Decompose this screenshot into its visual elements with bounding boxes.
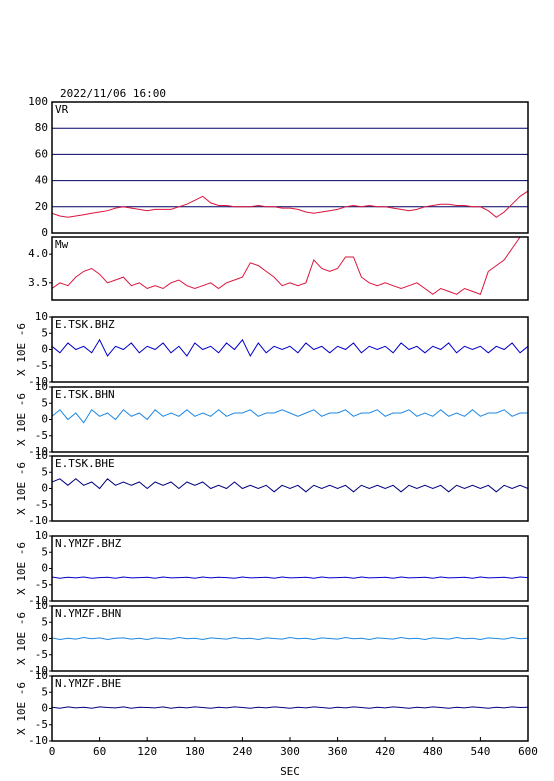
- data-line: [52, 576, 528, 579]
- y-tick-label: 3.5: [28, 276, 48, 289]
- x-tick-label: 0: [49, 745, 56, 758]
- y-tick-label: 0: [41, 343, 48, 356]
- y-tick-label: 0: [41, 413, 48, 426]
- y-tick-label: 80: [35, 121, 48, 134]
- x-axis-label: SEC: [280, 765, 300, 778]
- y-tick-label: -5: [35, 578, 48, 591]
- y-tick-label: 5: [41, 545, 48, 558]
- y-axis-label: X 10E -6: [15, 462, 28, 515]
- y-tick-label: 0: [41, 632, 48, 645]
- y-tick-label: 0: [41, 226, 48, 239]
- y-tick-label: -10: [28, 445, 48, 458]
- y-tick-label: 5: [41, 326, 48, 339]
- y-axis-label: X 10E -6: [15, 682, 28, 735]
- data-line: [52, 237, 528, 295]
- data-line: [52, 706, 528, 709]
- panel-label: N.YMZF.BHE: [55, 677, 121, 690]
- y-tick-label: -5: [35, 429, 48, 442]
- x-tick-label: 60: [93, 745, 106, 758]
- y-tick-label: 5: [41, 615, 48, 628]
- panel-frame: [51, 316, 529, 383]
- panel-frame: [51, 386, 529, 453]
- x-tick-label: 480: [423, 745, 443, 758]
- y-tick-label: 10: [35, 380, 48, 393]
- panel-label: VR: [55, 103, 69, 116]
- y-tick-label: 5: [41, 465, 48, 478]
- y-tick-label: 4.0: [28, 247, 48, 260]
- panel-label: Mw: [55, 238, 69, 251]
- y-axis-label: X 10E -6: [15, 323, 28, 376]
- y-tick-label: 5: [41, 685, 48, 698]
- y-tick-label: 10: [35, 310, 48, 323]
- y-tick-label: 0: [41, 482, 48, 495]
- y-tick-label: -5: [35, 359, 48, 372]
- y-tick-label: -5: [35, 498, 48, 511]
- y-tick-label: 100: [28, 95, 48, 108]
- y-tick-label: 60: [35, 147, 48, 160]
- x-tick-label: 420: [375, 745, 395, 758]
- y-tick-label: -10: [28, 514, 48, 527]
- panel-frame: [51, 236, 529, 301]
- y-tick-label: 10: [35, 669, 48, 682]
- y-tick-label: 0: [41, 702, 48, 715]
- y-tick-label: -5: [35, 718, 48, 731]
- x-tick-label: 240: [232, 745, 252, 758]
- panel-label: E.TSK.BHE: [55, 457, 115, 470]
- panel-label: E.TSK.BHZ: [55, 318, 115, 331]
- y-tick-label: 10: [35, 449, 48, 462]
- panel-frame: [51, 101, 529, 234]
- panel-label: N.YMZF.BHZ: [55, 537, 122, 550]
- panel-frame: [51, 455, 529, 522]
- y-tick-label: 20: [35, 200, 48, 213]
- x-tick-label: 180: [185, 745, 205, 758]
- data-line: [52, 409, 528, 424]
- x-tick-label: 120: [137, 745, 157, 758]
- x-tick-label: 600: [518, 745, 538, 758]
- panel-label: N.YMZF.BHN: [55, 607, 121, 620]
- y-axis-label: X 10E -6: [15, 393, 28, 446]
- y-tick-label: -5: [35, 648, 48, 661]
- y-axis-label: X 10E -6: [15, 542, 28, 595]
- x-tick-label: 360: [328, 745, 348, 758]
- y-tick-label: 5: [41, 396, 48, 409]
- x-tick-label: 540: [470, 745, 490, 758]
- panel-label: E.TSK.BHN: [55, 388, 115, 401]
- data-line: [52, 190, 528, 218]
- y-tick-label: 40: [35, 174, 48, 187]
- panel-frame: [51, 535, 529, 602]
- y-tick-label: 0: [41, 562, 48, 575]
- y-tick-label: 10: [35, 529, 48, 542]
- y-tick-label: -10: [28, 375, 48, 388]
- y-tick-label: 10: [35, 599, 48, 612]
- chart-title: 2022/11/06 16:00: [60, 87, 166, 100]
- data-line: [52, 338, 528, 358]
- y-tick-label: -10: [28, 664, 48, 677]
- x-tick-label: 300: [280, 745, 300, 758]
- y-tick-label: -10: [28, 594, 48, 607]
- data-line: [52, 478, 528, 493]
- y-axis-label: X 10E -6: [15, 612, 28, 665]
- y-tick-label: -10: [28, 734, 48, 747]
- panel-frame: [51, 605, 529, 672]
- data-line: [52, 636, 528, 641]
